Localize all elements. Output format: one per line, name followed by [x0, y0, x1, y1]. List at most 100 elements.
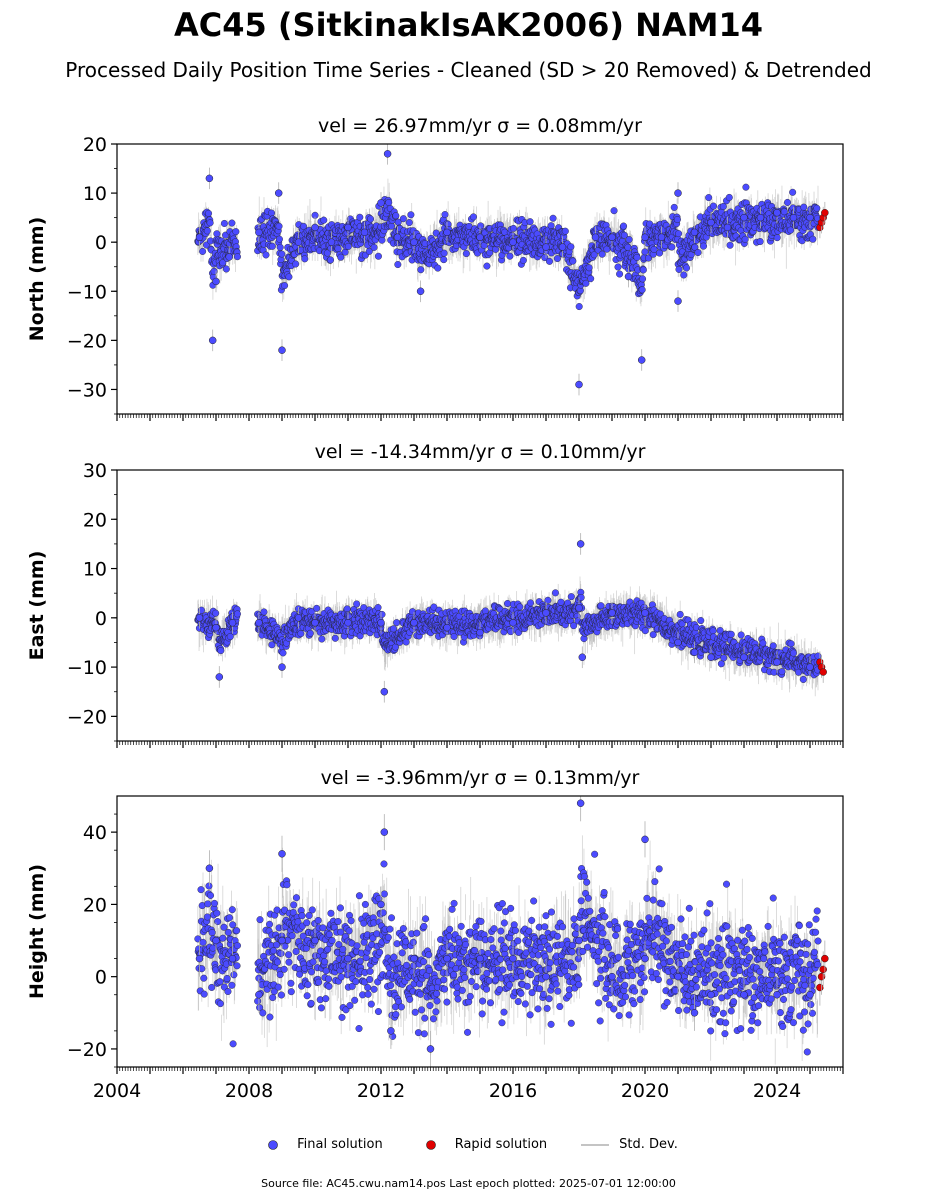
final-solution-point [625, 236, 633, 244]
final-solution-point [469, 213, 477, 221]
final-solution-point [624, 272, 633, 281]
final-solution-point [726, 241, 734, 249]
final-solution-point [683, 264, 691, 272]
final-solution-point [675, 230, 683, 238]
final-solution-point [789, 188, 797, 196]
final-solution-point [509, 238, 517, 246]
y-tick-label: −10 [67, 281, 107, 303]
y-tick-label: 20 [83, 134, 107, 156]
final-solution-point [417, 266, 425, 274]
final-solution-point [199, 247, 207, 255]
final-solution-point [385, 199, 393, 207]
plot-area [194, 144, 829, 396]
final-solution-point [278, 250, 286, 258]
final-solution-point [742, 183, 750, 191]
final-solution-point [668, 243, 676, 251]
final-solution-point [608, 233, 616, 242]
final-solution-point [637, 356, 646, 364]
final-solution-point [610, 207, 618, 215]
final-solution-point [670, 203, 678, 211]
final-solution-point [806, 213, 814, 222]
final-solution-point [225, 253, 233, 261]
final-solution-point [575, 380, 583, 389]
final-solution-point [394, 261, 402, 269]
final-solution-point [294, 238, 303, 246]
final-solution-point [620, 222, 628, 230]
final-solution-point [434, 264, 442, 272]
final-solution-point [700, 242, 708, 250]
final-solution-point [262, 251, 270, 259]
rapid-solution-series [816, 201, 829, 239]
final-solution-point [616, 270, 624, 278]
y-tick-label: −20 [67, 330, 107, 352]
final-solution-point [278, 346, 286, 354]
final-solution-point [274, 189, 283, 197]
final-solution-point [598, 250, 606, 258]
final-solution-point [675, 265, 683, 273]
final-solution-point [212, 277, 220, 286]
final-solution-point [378, 236, 386, 244]
final-solution-point [614, 263, 622, 271]
final-solution-point [383, 150, 392, 158]
final-solution-point [641, 248, 649, 256]
final-solution-point [205, 209, 213, 217]
final-solution-point [233, 253, 241, 261]
final-solution-point [674, 297, 682, 305]
final-solution-point [800, 203, 808, 211]
final-solution-point [393, 233, 402, 242]
final-solution-point [690, 228, 699, 237]
final-solution-point [462, 250, 470, 258]
final-solution-point [370, 243, 378, 251]
final-solution-cloud [194, 178, 822, 311]
final-solution-point [813, 204, 821, 212]
final-solution-point [281, 282, 289, 290]
final-solution-point [206, 219, 214, 227]
final-solution-point [519, 256, 527, 264]
panel-north: −30 −20 −10 0 10 20 vel = 26.97mm/yr σ = 0.08m… [26, 115, 844, 421]
final-solution-point [680, 271, 688, 279]
final-solution-point [344, 242, 352, 250]
final-solution-point [219, 259, 227, 267]
final-solution-point [709, 202, 717, 210]
final-solution-point [327, 256, 335, 264]
final-solution-point [392, 212, 400, 220]
final-solution-point [255, 228, 263, 237]
final-solution-point [367, 215, 375, 223]
final-solution-point [443, 228, 451, 237]
final-solution-point [268, 242, 276, 250]
final-solution-point [638, 286, 646, 294]
final-solution-point [399, 215, 407, 223]
final-solution-point [542, 243, 550, 251]
final-solution-point [783, 198, 791, 206]
final-solution-point [809, 235, 817, 243]
final-solution-point [585, 264, 593, 272]
final-solution-series [195, 144, 814, 396]
final-solution-point [213, 230, 221, 238]
final-solution-point [374, 252, 382, 260]
final-solution-point [212, 609, 220, 617]
final-solution-point [723, 223, 732, 232]
final-solution-point [220, 219, 228, 227]
final-solution-point [228, 219, 236, 227]
final-solution-point [673, 216, 681, 224]
final-solution-point [440, 249, 448, 257]
final-solution-point [694, 249, 702, 257]
final-solution-point [657, 233, 666, 242]
final-solution-point [582, 279, 590, 287]
final-solution-point [756, 238, 764, 246]
final-solution-point [275, 222, 283, 230]
rapid-solution-point [821, 208, 829, 217]
plot-area [194, 533, 827, 703]
final-solution-point [483, 262, 491, 270]
figure-subtitle: Processed Daily Position Time Series - C… [65, 58, 872, 82]
final-solution-point [644, 254, 652, 262]
final-solution-point [705, 194, 713, 202]
final-solution-point [674, 189, 682, 197]
final-solution-point [327, 238, 336, 246]
final-solution-point [575, 303, 583, 311]
final-solution-point [740, 213, 748, 222]
final-solution-point [203, 227, 211, 235]
final-solution-point [300, 222, 308, 230]
figure-title: AC45 (SitkinakIsAK2006) NAM14 [173, 6, 764, 44]
final-solution-point [756, 213, 765, 222]
